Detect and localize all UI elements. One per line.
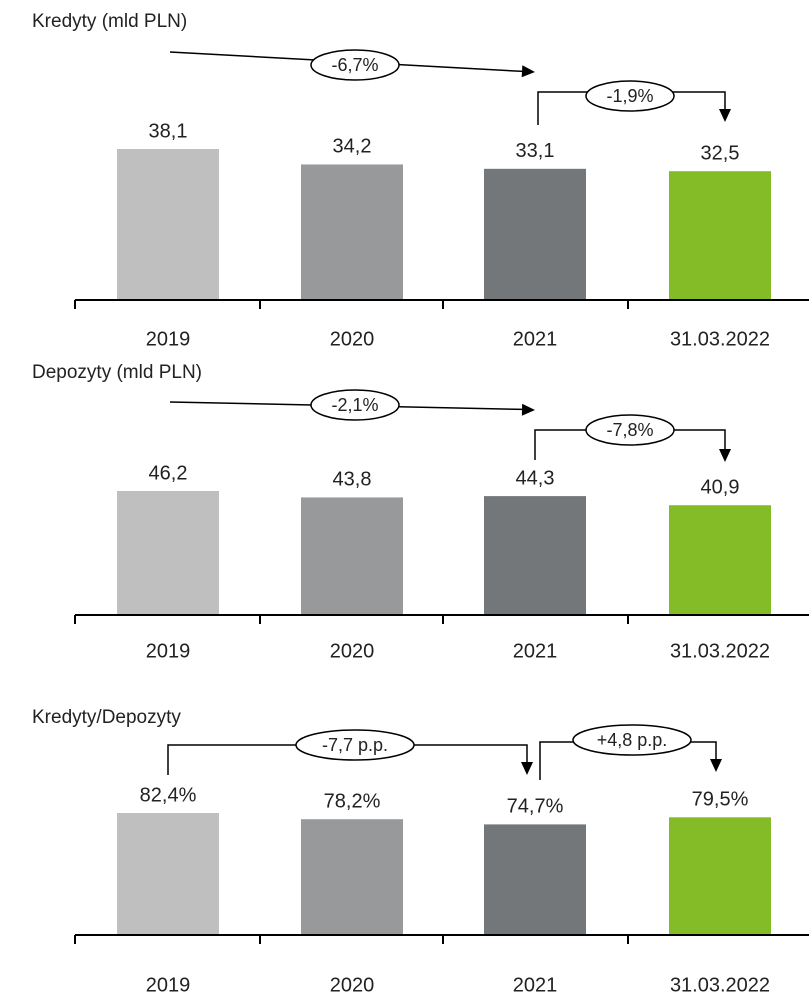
- annotation-bubble: [585, 414, 675, 446]
- arrow-head: [710, 759, 722, 772]
- value-label: 43,8: [333, 469, 372, 491]
- bar: [301, 819, 403, 935]
- bar: [669, 817, 771, 935]
- bar: [117, 813, 219, 935]
- annotation-bubble: [295, 729, 415, 761]
- bar: [301, 164, 403, 300]
- arrow-head: [719, 449, 731, 462]
- annotation: -1,9%: [606, 86, 653, 106]
- annotation: +4,8 p.p.: [597, 730, 668, 750]
- value-label: 46,2: [149, 462, 188, 484]
- annotation: -7,7 p.p.: [322, 735, 388, 755]
- value-label: 82,4%: [140, 784, 197, 806]
- value-label: 74,7%: [507, 796, 564, 818]
- annotation: -2,1%: [331, 395, 378, 415]
- bar: [484, 168, 586, 300]
- x-tick-label: 2020: [330, 974, 375, 996]
- value-label: 40,9: [701, 477, 740, 499]
- arrow-head: [521, 65, 535, 78]
- bar: [117, 491, 219, 615]
- x-tick-label: 2019: [146, 640, 191, 662]
- annotation: -7,8%: [606, 420, 653, 440]
- value-label: 78,2%: [324, 790, 381, 812]
- annotation-bubble: [310, 389, 400, 421]
- x-tick-label: 2019: [146, 328, 191, 350]
- x-tick-label: 2020: [330, 640, 375, 662]
- x-tick-label: 2021: [513, 640, 558, 662]
- bar: [301, 497, 403, 615]
- x-tick-label: 2019: [146, 974, 191, 996]
- x-tick-label: 2021: [513, 328, 558, 350]
- x-tick-label: 2020: [330, 328, 375, 350]
- value-label: 79,5%: [692, 789, 749, 811]
- x-tick-label: 31.03.2022: [670, 640, 770, 662]
- value-label: 33,1: [516, 140, 555, 162]
- x-tick-label: 2021: [513, 974, 558, 996]
- value-label: 44,3: [516, 467, 555, 489]
- x-tick-label: 31.03.2022: [670, 974, 770, 996]
- bar: [117, 149, 219, 300]
- x-tick-label: 31.03.2022: [670, 328, 770, 350]
- value-label: 32,5: [701, 142, 740, 164]
- bar: [484, 824, 586, 935]
- bar: [669, 171, 771, 300]
- value-label: 34,2: [333, 136, 372, 158]
- arrow-head: [521, 403, 535, 416]
- chart-title: Depozyty (mld PLN): [32, 362, 202, 383]
- chart-title: Kredyty (mld PLN): [32, 11, 187, 32]
- bar: [484, 496, 586, 615]
- bar: [669, 505, 771, 615]
- chart-title: Kredyty/Depozyty: [32, 707, 181, 728]
- value-label: 38,1: [149, 120, 188, 142]
- arrow-head: [719, 109, 731, 122]
- arrow-head: [521, 762, 533, 775]
- annotation-bubble: [310, 49, 400, 81]
- annotation-bubble: [585, 80, 675, 112]
- annotation-bubble: [572, 724, 692, 756]
- annotation: -6,7%: [331, 55, 378, 75]
